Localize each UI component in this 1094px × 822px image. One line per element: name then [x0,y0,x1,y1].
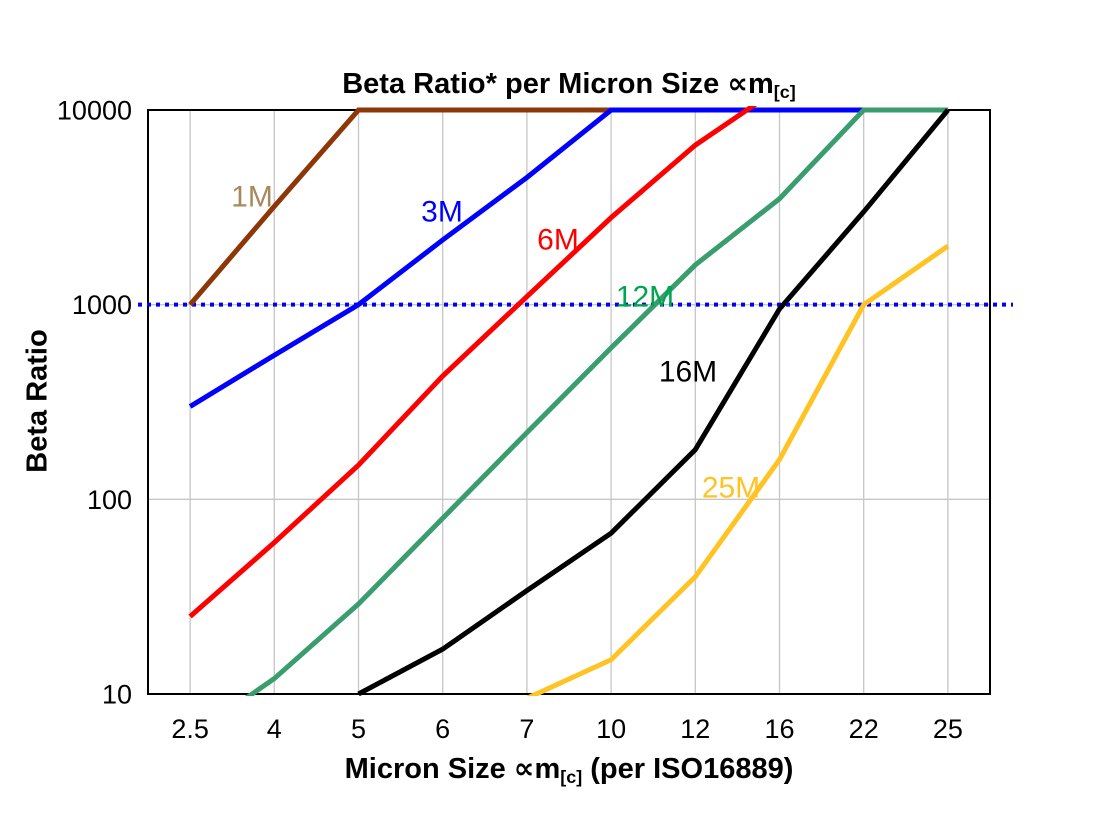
x-axis-tick-label-4: 4 [267,714,282,744]
x-axis-title-subscript: [c] [560,767,583,788]
x-axis-tick-label-5: 5 [351,714,366,744]
series-label-3M: 3M [421,196,463,229]
y-axis-tick-label-10: 10 [102,680,132,710]
x-axis-tick-label-25: 25 [933,714,963,744]
x-axis-title-main: Micron Size ∝m [344,753,561,785]
series-label-16M: 16M [659,356,717,389]
x-axis-tick-label-22: 22 [849,714,879,744]
x-axis-tick-label-10: 10 [596,714,626,744]
series-label-12M: 12M [616,281,674,314]
series-label-1M: 1M [231,181,273,214]
x-axis-title: Micron Size ∝m[c] (per ISO16889) [148,751,990,788]
chart-title-subscript: [c] [773,82,796,103]
x-axis-title-rest: (per ISO16889) [582,753,794,785]
series-line-12M [244,107,948,696]
series-line-3M [188,107,948,409]
chart-title-main: Beta Ratio* per Micron Size ∝m [342,68,774,100]
y-axis-tick-label-10000: 10000 [57,96,132,126]
y-axis-tick-label-100: 100 [87,485,132,515]
x-axis-tick-label-7: 7 [519,714,534,744]
x-axis-tick-label-16: 16 [764,714,794,744]
series-line-25M [525,244,950,696]
x-axis-tick-label-6: 6 [435,714,450,744]
series-label-6M: 6M [537,224,579,257]
series-label-25M: 25M [702,472,760,505]
x-axis-tick-label-2.5: 2.5 [171,714,209,744]
chart-title: Beta Ratio* per Micron Size ∝m[c] [148,66,990,103]
series-group [188,106,950,696]
series-line-6M [188,106,758,619]
x-axis-tick-label-12: 12 [680,714,710,744]
series-line-16M [357,108,950,696]
y-axis-tick-label-1000: 1000 [72,290,132,320]
